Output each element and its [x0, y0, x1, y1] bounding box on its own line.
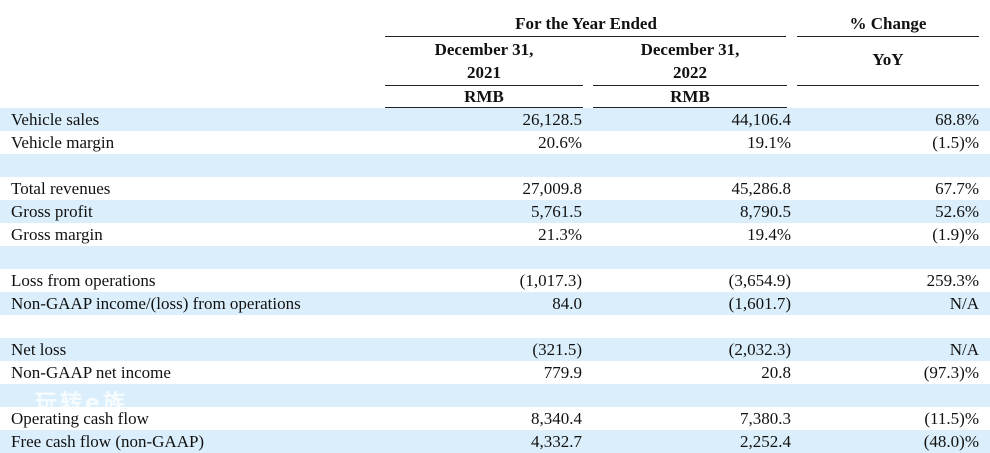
table-row: [0, 384, 990, 407]
value-yoy: N/A: [949, 340, 979, 359]
value-yoy: (97.3)%: [923, 363, 979, 382]
table-row: Vehicle sales 26,128.5 44,106.4 68.8%: [0, 108, 990, 131]
value-yoy: 259.3%: [926, 271, 979, 290]
table-row: Loss from operations (1,017.3) (3,654.9) 25…: [0, 269, 990, 292]
watermark: 玩转e族: [35, 391, 128, 416]
value-2022: (2,032.3): [728, 340, 791, 359]
value-yoy: 52.6%: [935, 202, 979, 221]
period-group-rule: [385, 36, 786, 37]
value-yoy: (48.0)%: [923, 432, 979, 451]
table-row: Non-GAAP net income 779.9 20.8 (97.3)%: [0, 361, 990, 384]
value-2022: 7,380.3: [740, 409, 791, 428]
col-yoy-rule: [797, 85, 979, 86]
value-yoy: (1.5)%: [932, 133, 979, 152]
col-2021-date: December 31,: [434, 40, 534, 59]
value-2021: (1,017.3): [519, 271, 582, 290]
value-2021: 27,009.8: [522, 179, 583, 198]
value-yoy: N/A: [949, 294, 979, 313]
col-2021-currency: RMB: [464, 87, 504, 106]
currency-rule-2022: [593, 107, 787, 108]
value-2022: 8,790.5: [740, 202, 791, 221]
table-row: Gross profit 5,761.5 8,790.5 52.6%: [0, 200, 990, 223]
row-label: Loss from operations: [11, 271, 156, 290]
value-2022: (1,601.7): [728, 294, 791, 313]
value-2021: 84.0: [552, 294, 582, 313]
row-label: Non-GAAP net income: [11, 363, 171, 382]
value-2022: 44,106.4: [731, 110, 792, 129]
row-label: Net loss: [11, 340, 67, 359]
value-2021: 8,340.4: [531, 409, 582, 428]
table-row: Free cash flow (non-GAAP) 4,332.7 2,252.4 (…: [0, 430, 990, 453]
col-2022-date: December 31,: [640, 40, 740, 59]
row-label: Non-GAAP income/(loss) from operations: [11, 294, 301, 313]
table-row: [0, 246, 990, 269]
value-2021: 21.3%: [538, 225, 582, 244]
col-2021-rule: [385, 85, 583, 86]
table-row: [0, 154, 990, 177]
value-2021: 26,128.5: [522, 110, 583, 129]
currency-rule-2021: [385, 107, 583, 108]
col-yoy: YoY: [872, 50, 904, 69]
table-row: Vehicle margin 20.6% 19.1% (1.5)%: [0, 131, 990, 154]
value-yoy: 67.7%: [935, 179, 979, 198]
value-2022: 45,286.8: [731, 179, 792, 198]
col-2022-year: 2022: [673, 63, 707, 82]
value-2022: 19.4%: [747, 225, 791, 244]
col-2022-currency: RMB: [670, 87, 710, 106]
table-row: [0, 315, 990, 338]
row-label: Operating cash flow: [11, 409, 149, 428]
period-group-header: For the Year Ended: [515, 14, 657, 33]
value-2021: 20.6%: [538, 133, 582, 152]
table-row: Operating cash flow 8,340.4 7,380.3 (11.5)%: [0, 407, 990, 430]
value-yoy: (1.9)%: [932, 225, 979, 244]
value-2022: (3,654.9): [728, 271, 791, 290]
value-2021: 4,332.7: [531, 432, 582, 451]
row-label: Vehicle sales: [11, 110, 100, 129]
row-label: Total revenues: [11, 179, 111, 198]
value-yoy: (11.5)%: [924, 409, 979, 428]
value-2021: (321.5): [532, 340, 582, 359]
row-label: Gross profit: [11, 202, 93, 221]
value-2022: 19.1%: [747, 133, 791, 152]
table-row: Gross margin 21.3% 19.4% (1.9)%: [0, 223, 990, 246]
table-row: Net loss (321.5) (2,032.3) N/A: [0, 338, 990, 361]
row-label: Free cash flow (non-GAAP): [11, 432, 205, 451]
col-2021-year: 2021: [467, 63, 501, 82]
value-2021: 5,761.5: [531, 202, 582, 221]
value-2021: 779.9: [543, 363, 582, 382]
value-2022: 2,252.4: [740, 432, 791, 451]
value-2022: 20.8: [761, 363, 791, 382]
change-group-header: % Change: [849, 14, 927, 33]
row-label: Gross margin: [11, 225, 103, 244]
change-group-rule: [797, 36, 979, 37]
table-row: Total revenues 27,009.8 45,286.8 67.7%: [0, 177, 990, 200]
col-2022-rule: [593, 85, 787, 86]
value-yoy: 68.8%: [935, 110, 979, 129]
table-row: Non-GAAP income/(loss) from operations 84…: [0, 292, 990, 315]
row-label: Vehicle margin: [11, 133, 115, 152]
